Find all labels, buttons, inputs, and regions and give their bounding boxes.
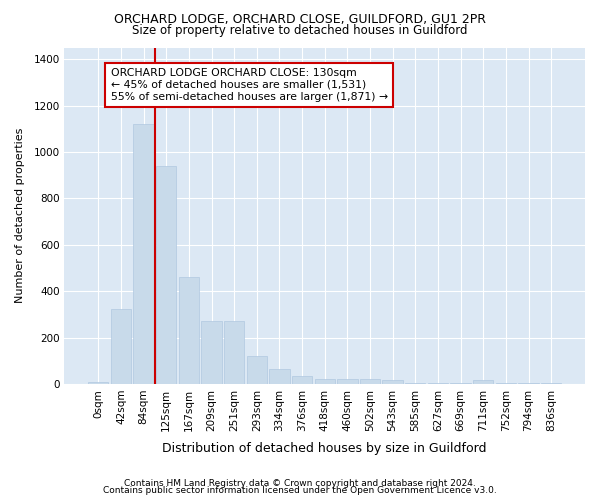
Bar: [337, 379, 358, 384]
Bar: [156, 166, 176, 384]
Bar: [202, 322, 221, 384]
Bar: [224, 322, 244, 384]
Bar: [314, 380, 335, 384]
Bar: [88, 382, 109, 384]
Text: Contains HM Land Registry data © Crown copyright and database right 2024.: Contains HM Land Registry data © Crown c…: [124, 478, 476, 488]
Bar: [247, 356, 267, 384]
Bar: [269, 369, 290, 384]
X-axis label: Distribution of detached houses by size in Guildford: Distribution of detached houses by size …: [163, 442, 487, 455]
Bar: [473, 380, 493, 384]
Text: Size of property relative to detached houses in Guildford: Size of property relative to detached ho…: [132, 24, 468, 37]
Bar: [133, 124, 154, 384]
Bar: [179, 277, 199, 384]
Text: ORCHARD LODGE ORCHARD CLOSE: 130sqm
← 45% of detached houses are smaller (1,531): ORCHARD LODGE ORCHARD CLOSE: 130sqm ← 45…: [111, 68, 388, 102]
Y-axis label: Number of detached properties: Number of detached properties: [15, 128, 25, 304]
Bar: [292, 376, 312, 384]
Text: ORCHARD LODGE, ORCHARD CLOSE, GUILDFORD, GU1 2PR: ORCHARD LODGE, ORCHARD CLOSE, GUILDFORD,…: [114, 12, 486, 26]
Bar: [360, 379, 380, 384]
Text: Contains public sector information licensed under the Open Government Licence v3: Contains public sector information licen…: [103, 486, 497, 495]
Bar: [111, 308, 131, 384]
Bar: [382, 380, 403, 384]
